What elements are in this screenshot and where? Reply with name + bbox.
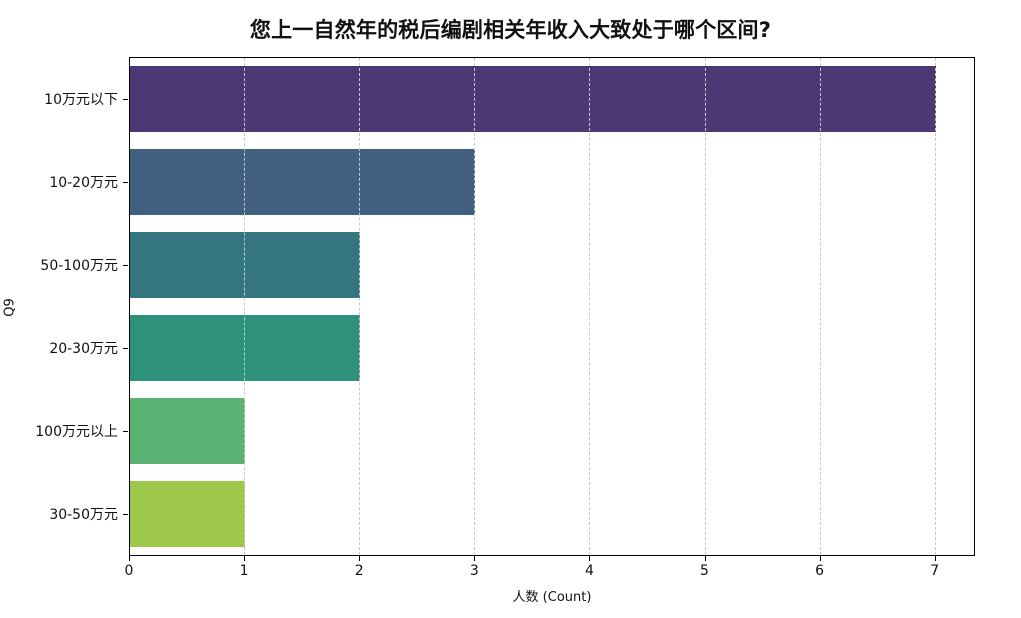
gridline <box>474 58 476 555</box>
y-tick <box>123 181 128 183</box>
gridline <box>819 58 821 555</box>
x-tick-label: 1 <box>239 563 249 579</box>
y-tick-label: 20-30万元 <box>49 341 118 358</box>
x-tick-label: 7 <box>930 563 940 579</box>
y-tick <box>123 514 128 516</box>
x-tick-label: 6 <box>815 563 825 579</box>
bar <box>130 481 246 548</box>
x-tick <box>129 556 130 561</box>
y-tick-label: 10-20万元 <box>49 174 118 191</box>
x-tick-label: 5 <box>700 563 709 579</box>
gridline <box>244 58 246 555</box>
x-axis-title: 人数 (Count) <box>512 590 592 605</box>
x-tick-label: 4 <box>584 563 594 579</box>
y-tick-label: 10万元以下 <box>44 91 118 108</box>
bar <box>130 65 936 132</box>
x-tick <box>819 556 821 561</box>
x-tick <box>359 556 361 561</box>
y-tick <box>123 348 128 350</box>
x-tick <box>704 556 706 561</box>
x-tick <box>934 556 936 561</box>
chart-title: 您上一自然年的税后编剧相关年收入大致处于哪个区间? <box>249 18 772 42</box>
x-tick-label: 2 <box>354 563 364 579</box>
y-tick <box>123 264 128 266</box>
y-tick <box>123 431 128 433</box>
plot-area <box>129 57 975 556</box>
x-tick-label: 0 <box>124 563 134 579</box>
y-tick-label: 50-100万元 <box>40 257 118 274</box>
bar <box>130 231 361 298</box>
x-tick-label: 3 <box>469 563 479 579</box>
x-tick <box>244 556 246 561</box>
gridline <box>359 58 361 555</box>
bar <box>130 398 246 465</box>
gridline <box>704 58 706 555</box>
x-tick <box>474 556 476 561</box>
gridline <box>589 58 591 555</box>
y-tick-label: 30-50万元 <box>49 507 118 524</box>
y-tick <box>123 98 128 100</box>
bar <box>130 315 361 382</box>
gridline <box>934 58 936 555</box>
x-tick <box>589 556 591 561</box>
y-axis-title: Q9 <box>2 298 18 317</box>
y-tick-label: 100万元以上 <box>35 424 118 441</box>
bar <box>130 148 476 215</box>
